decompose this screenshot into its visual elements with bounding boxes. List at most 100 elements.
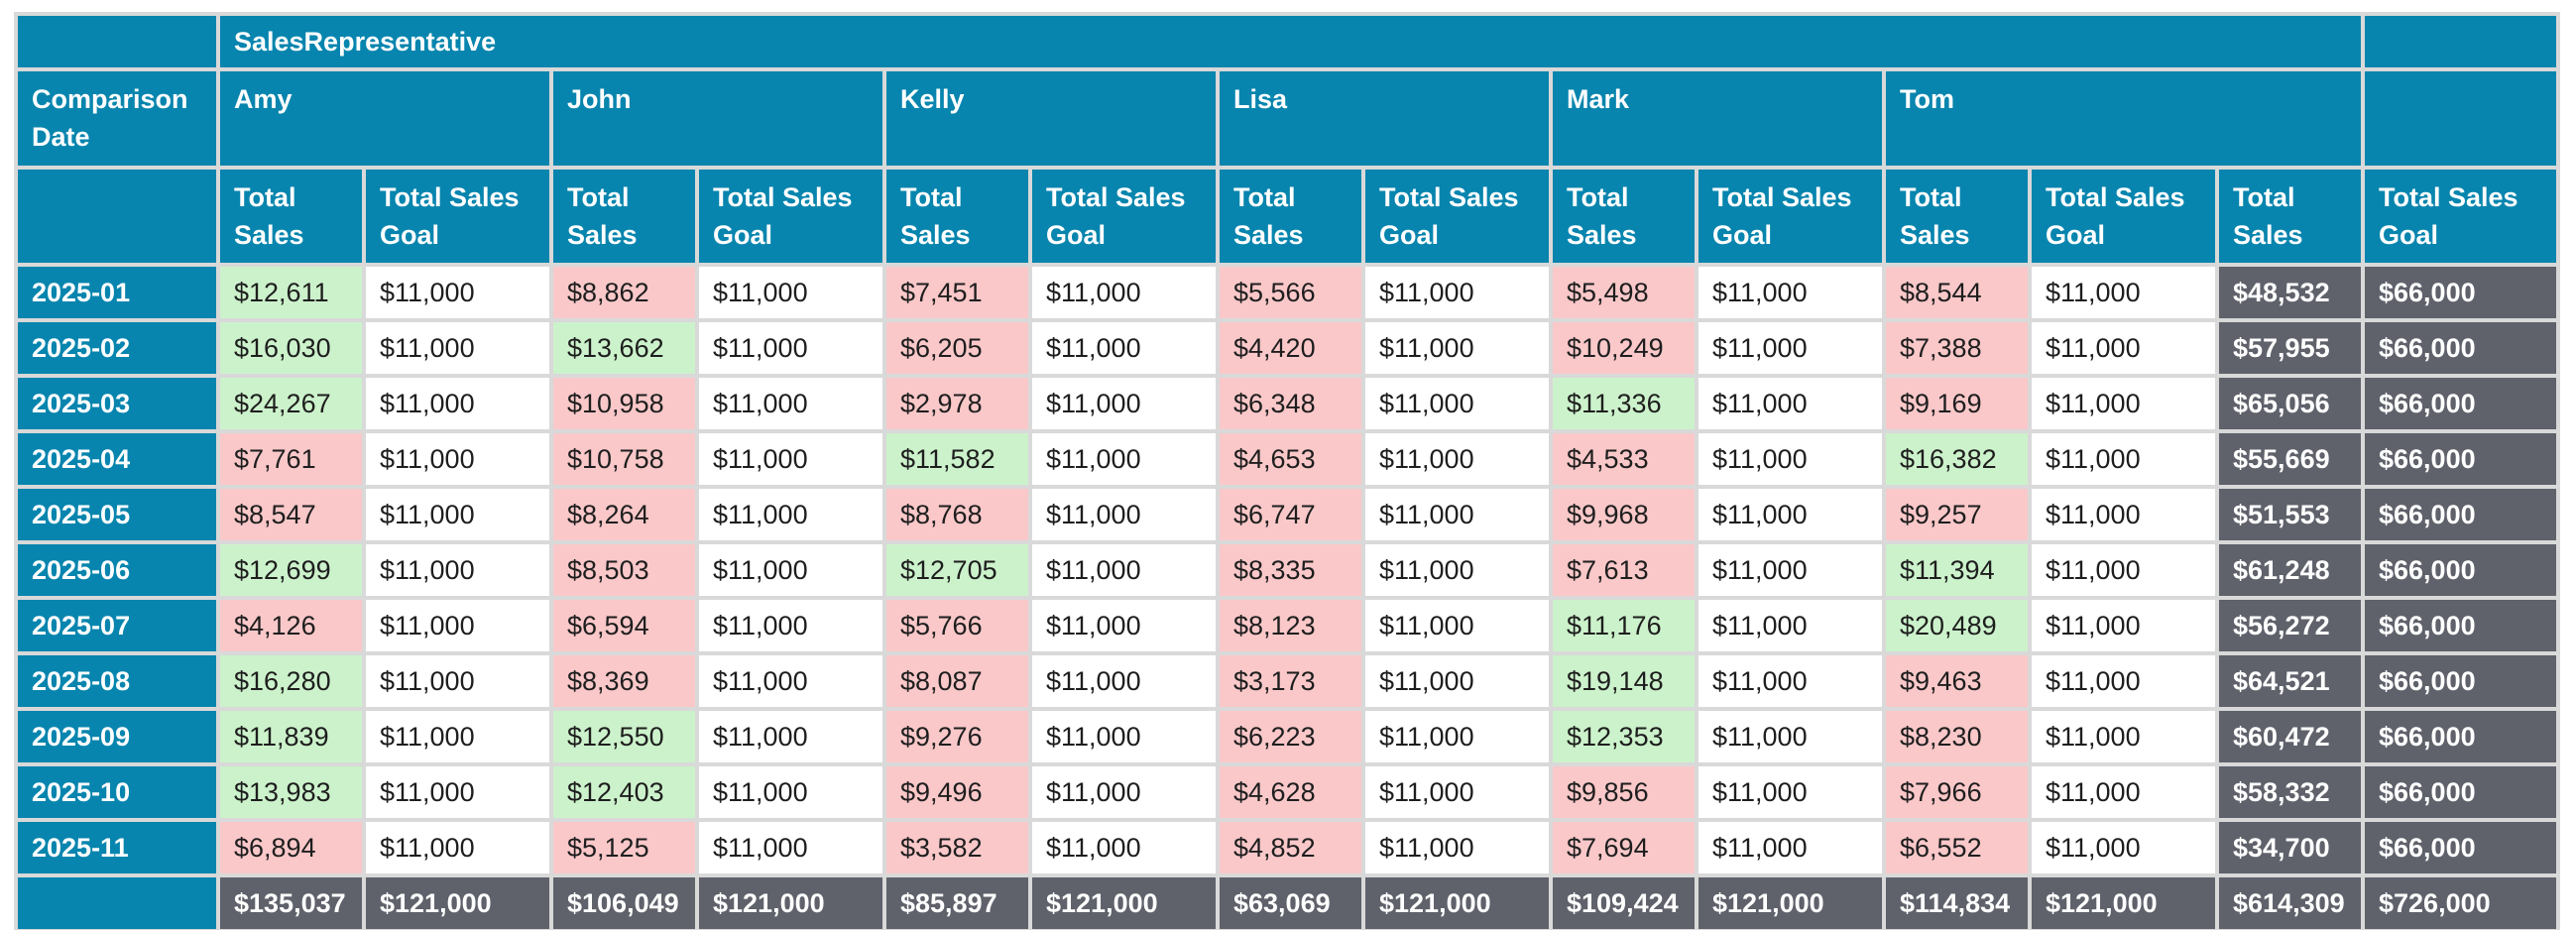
goal-cell-amy: $11,000 (366, 655, 549, 708)
row-total-sales-cell: $58,332 (2219, 766, 2361, 819)
row-total-sales-cell: $65,056 (2219, 378, 2361, 430)
row-total-goal-cell: $66,000 (2365, 489, 2556, 541)
metric-header-total-sales-goal-john: Total Sales Goal (699, 169, 882, 264)
sales-cell-john: $13,662 (553, 322, 695, 375)
goal-cell-kelly: $11,000 (1032, 766, 1216, 819)
metric-header-total-sales-kelly: Total Sales (886, 169, 1028, 264)
sales-cell-mark: $11,336 (1553, 378, 1695, 430)
date-cell: 2025-08 (18, 655, 216, 708)
sales-cell-mark: $9,968 (1553, 489, 1695, 541)
date-cell: 2025-05 (18, 489, 216, 541)
goal-cell-john: $11,000 (699, 433, 882, 486)
row-total-sales-cell: $61,248 (2219, 544, 2361, 597)
row-total-sales-cell: $60,472 (2219, 711, 2361, 763)
row-total-goal-cell: $66,000 (2365, 766, 2556, 819)
goal-cell-lisa: $11,000 (1365, 489, 1549, 541)
footer-total-goal-kelly: $121,000 (1032, 877, 1216, 930)
sales-cell-mark: $5,498 (1553, 267, 1695, 319)
metric-header-total-sales-amy: Total Sales (220, 169, 362, 264)
goal-cell-amy: $11,000 (366, 433, 549, 486)
metric-header-total-sales-goal-amy: Total Sales Goal (366, 169, 549, 264)
date-cell: 2025-09 (18, 711, 216, 763)
table-row-2025-03: 2025-03 $24,267 $11,000 $10,958 $11,000 $2,97… (18, 378, 2556, 430)
footer-total-goal-tom: $121,000 (2032, 877, 2215, 930)
sales-cell-amy: $4,126 (220, 600, 362, 652)
table-row-2025-10: 2025-10 $13,983 $11,000 $12,403 $11,000 $9,49… (18, 766, 2556, 819)
goal-cell-amy: $11,000 (366, 711, 549, 763)
goal-cell-lisa: $11,000 (1365, 378, 1549, 430)
rep-header-amy: Amy (220, 71, 549, 166)
sales-cell-tom: $9,257 (1886, 489, 2028, 541)
metric-header-total-sales-mark: Total Sales (1553, 169, 1695, 264)
goal-cell-amy: $11,000 (366, 378, 549, 430)
sales-cell-lisa: $8,123 (1220, 600, 1361, 652)
goal-cell-amy: $11,000 (366, 766, 549, 819)
sales-cell-lisa: $4,628 (1220, 766, 1361, 819)
date-cell: 2025-02 (18, 322, 216, 375)
sales-cell-mark: $12,353 (1553, 711, 1695, 763)
sales-cell-tom: $9,169 (1886, 378, 2028, 430)
sales-cell-tom: $8,544 (1886, 267, 2028, 319)
table-row-2025-08: 2025-08 $16,280 $11,000 $8,369 $11,000 $8,087… (18, 655, 2556, 708)
sales-cell-kelly: $8,087 (886, 655, 1028, 708)
footer-total-goal-lisa: $121,000 (1365, 877, 1549, 930)
metric-header-total-sales-lisa: Total Sales (1220, 169, 1361, 264)
sales-cell-tom: $9,463 (1886, 655, 2028, 708)
goal-cell-tom: $11,000 (2032, 378, 2215, 430)
goal-cell-tom: $11,000 (2032, 600, 2215, 652)
goal-cell-kelly: $11,000 (1032, 267, 1216, 319)
sales-pivot-table: SalesRepresentative Comparison Date Amy Joh… (14, 12, 2560, 930)
footer-total-sales-amy: $135,037 (220, 877, 362, 930)
goal-cell-tom: $11,000 (2032, 433, 2215, 486)
totals-blank-header (2365, 71, 2556, 166)
table-row-2025-06: 2025-06 $12,699 $11,000 $8,503 $11,000 $12,70… (18, 544, 2556, 597)
sales-cell-tom: $7,966 (1886, 766, 2028, 819)
date-cell: 2025-01 (18, 267, 216, 319)
row-total-sales-cell: $55,669 (2219, 433, 2361, 486)
metric-header-total-sales-goal-mark: Total Sales Goal (1698, 169, 1882, 264)
goal-cell-lisa: $11,000 (1365, 544, 1549, 597)
goal-cell-kelly: $11,000 (1032, 378, 1216, 430)
sales-cell-john: $12,550 (553, 711, 695, 763)
sales-cell-mark: $11,176 (1553, 600, 1695, 652)
sales-cell-lisa: $5,566 (1220, 267, 1361, 319)
row-field-header-comparison-date: Comparison Date (18, 71, 216, 166)
date-cell: 2025-06 (18, 544, 216, 597)
table-row-2025-05: 2025-05 $8,547 $11,000 $8,264 $11,000 $8,768 $… (18, 489, 2556, 541)
sales-cell-lisa: $4,653 (1220, 433, 1361, 486)
goal-cell-lisa: $11,000 (1365, 433, 1549, 486)
row-total-goal-cell: $66,000 (2365, 544, 2556, 597)
sales-cell-mark: $7,694 (1553, 822, 1695, 874)
goal-cell-tom: $11,000 (2032, 544, 2215, 597)
sales-cell-lisa: $8,335 (1220, 544, 1361, 597)
goal-cell-john: $11,000 (699, 822, 882, 874)
group-header-sales-representative: SalesRepresentative (220, 16, 2361, 67)
goal-cell-kelly: $11,000 (1032, 600, 1216, 652)
goal-cell-mark: $11,000 (1698, 433, 1882, 486)
sales-cell-lisa: $4,852 (1220, 822, 1361, 874)
sales-cell-john: $12,403 (553, 766, 695, 819)
pivot-footer: $135,037 $121,000 $106,049 $121,000 $85,897 $… (18, 877, 2556, 930)
goal-cell-mark: $11,000 (1698, 711, 1882, 763)
goal-cell-lisa: $11,000 (1365, 600, 1549, 652)
metric-header-total-sales-goal-kelly: Total Sales Goal (1032, 169, 1216, 264)
footer-total-sales-kelly: $85,897 (886, 877, 1028, 930)
goal-cell-mark: $11,000 (1698, 489, 1882, 541)
sales-cell-tom: $8,230 (1886, 711, 2028, 763)
corner-cell (18, 16, 216, 67)
sales-cell-mark: $19,148 (1553, 655, 1695, 708)
sales-cell-amy: $11,839 (220, 711, 362, 763)
rep-header-kelly: Kelly (886, 71, 1216, 166)
goal-cell-mark: $11,000 (1698, 267, 1882, 319)
sales-cell-kelly: $9,276 (886, 711, 1028, 763)
sales-cell-kelly: $5,766 (886, 600, 1028, 652)
sales-cell-amy: $12,611 (220, 267, 362, 319)
sales-cell-john: $8,369 (553, 655, 695, 708)
footer-total-goal-john: $121,000 (699, 877, 882, 930)
sales-cell-tom: $7,388 (1886, 322, 2028, 375)
goal-cell-john: $11,000 (699, 267, 882, 319)
sales-cell-lisa: $3,173 (1220, 655, 1361, 708)
date-cell: 2025-03 (18, 378, 216, 430)
date-cell: 2025-11 (18, 822, 216, 874)
sales-cell-john: $10,758 (553, 433, 695, 486)
